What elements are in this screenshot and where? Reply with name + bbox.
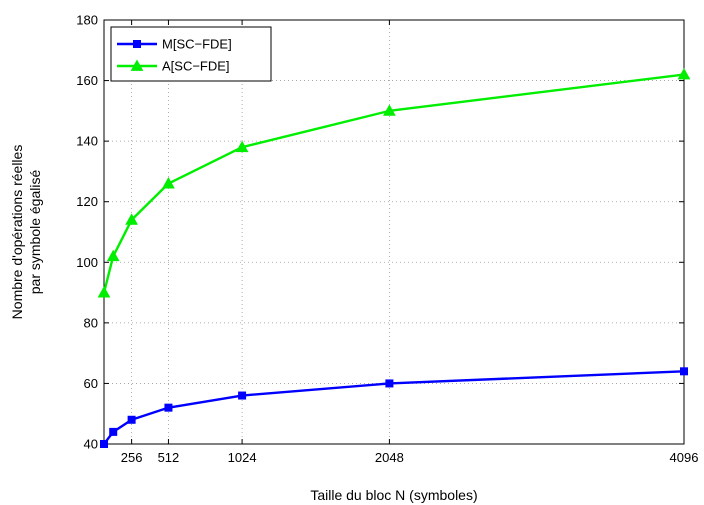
series-0-point-4: [238, 391, 247, 400]
series-0-point-2: [127, 415, 136, 424]
series-1: [97, 67, 691, 298]
series-0-point-3: [164, 403, 173, 412]
series-0-point-0: [100, 440, 108, 448]
x-tick-label-1024: 1024: [228, 450, 257, 465]
x-axis-label: Taille du bloc N (symboles): [310, 487, 477, 503]
x-tick-label-4096: 4096: [670, 450, 699, 465]
y-tick-label-120: 120: [76, 194, 98, 209]
y-tick-label-40: 40: [84, 437, 98, 452]
y-tick-label-160: 160: [76, 73, 98, 88]
axis-ticks: 256 512 1024 2048 4096 40 60 80 100 120 140 160 180: [76, 13, 698, 466]
y-axis-label-line-2: par symbole égalisé: [27, 170, 43, 295]
y-axis-label-line-1: Nombre d'opérations réelles: [9, 145, 25, 320]
y-tick-label-100: 100: [76, 255, 98, 270]
series-1-point-6: [677, 67, 691, 80]
y-tick-label-180: 180: [76, 13, 98, 28]
series-1-point-0: [97, 286, 111, 298]
y-tick-label-140: 140: [76, 134, 98, 149]
legend-label-m-sc-fde: M[SC−FDE]: [162, 37, 232, 52]
series-0-point-5: [385, 379, 394, 388]
legend-marker-m-sc-fde: [133, 40, 141, 48]
plot-frame: [103, 19, 685, 445]
y-axis-label: Nombre d'opérations réelles par symbole …: [9, 145, 43, 320]
series-1-point-2: [125, 213, 138, 225]
legend-marker-shape-0: [133, 40, 141, 48]
series-1-point-5: [383, 104, 396, 116]
series-1-line: [102, 73, 685, 293]
legend-entry-m-sc-fde: M[SC−FDE]: [117, 37, 232, 52]
x-tick-label-2048: 2048: [375, 450, 404, 465]
y-tick-label-60: 60: [84, 376, 98, 391]
x-tick-label-512: 512: [158, 450, 180, 465]
series: [97, 67, 691, 448]
legend-marker-shape-1: [130, 59, 144, 71]
legend-box: [110, 26, 272, 82]
x-tick-label-256: 256: [121, 450, 143, 465]
series-0-point-6: [680, 367, 688, 376]
series-1-point-4: [235, 140, 249, 153]
series-1-point-1: [106, 249, 120, 262]
series-0-line: [103, 370, 685, 445]
series-1-point-3: [162, 177, 175, 189]
legend-marker-a-sc-fde: [130, 59, 144, 71]
grid: [104, 20, 684, 444]
legend-label-a-sc-fde: A[SC−FDE]: [162, 59, 230, 74]
y-tick-label-80: 80: [84, 315, 98, 330]
legend-entry-a-sc-fde: A[SC−FDE]: [117, 59, 230, 74]
legend: M[SC−FDE] A[SC−FDE]: [110, 26, 272, 82]
series-0-point-1: [109, 427, 118, 436]
series-0: [100, 367, 688, 448]
